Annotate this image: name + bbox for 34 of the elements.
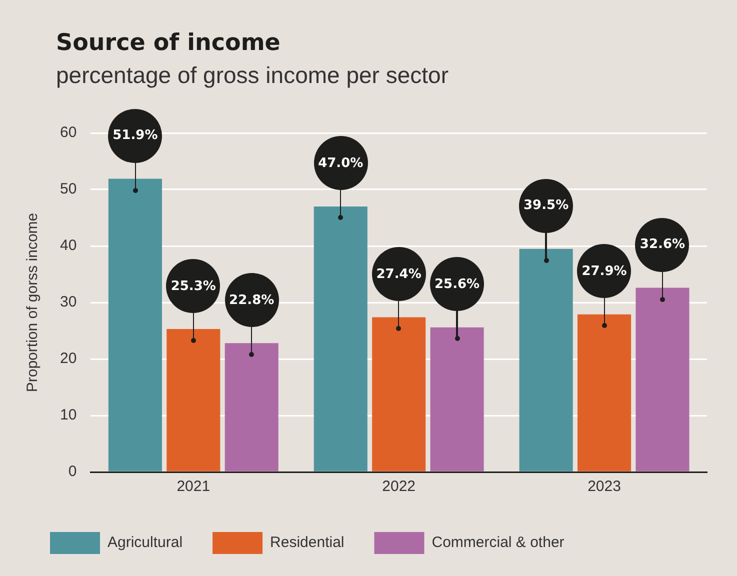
bar xyxy=(108,178,162,472)
bar xyxy=(166,329,220,472)
legend-label: Residential xyxy=(270,534,344,552)
bar xyxy=(224,343,278,472)
bar xyxy=(372,317,426,472)
y-tick-label: 50 xyxy=(60,180,77,198)
y-tick-label: 10 xyxy=(60,406,77,424)
legend-label: Commercial & other xyxy=(432,534,564,552)
data-label: 27.9% xyxy=(577,244,632,298)
y-tick-label: 40 xyxy=(60,237,77,254)
data-label: 27.4% xyxy=(372,247,426,302)
data-label: 25.6% xyxy=(430,257,484,312)
x-tick-label: 2023 xyxy=(588,478,621,496)
data-label: 51.9% xyxy=(108,108,162,163)
x-tick-label: 2021 xyxy=(176,478,210,496)
y-tick-label: 60 xyxy=(60,124,77,142)
y-tick-label: 20 xyxy=(60,350,77,368)
data-label: 25.3% xyxy=(166,259,220,314)
bar xyxy=(519,248,573,472)
data-label: 22.8% xyxy=(224,273,279,328)
y-axis-title: Proportion of gorss income xyxy=(24,212,42,392)
bar xyxy=(314,206,368,472)
y-tick-label: 0 xyxy=(68,463,77,480)
chart-subtitle: percentage of gross income per sector xyxy=(56,62,448,89)
bar xyxy=(578,314,632,472)
chart-title: Source of income xyxy=(56,30,280,56)
data-label: 39.5% xyxy=(519,178,574,233)
bar xyxy=(430,327,484,472)
data-label: 32.6% xyxy=(635,218,690,272)
data-label: 47.0% xyxy=(314,136,368,190)
y-tick-label: 30 xyxy=(60,294,77,311)
x-tick-label: 2022 xyxy=(382,478,416,496)
legend-label: Agricultural xyxy=(108,534,183,552)
bar xyxy=(636,288,690,472)
